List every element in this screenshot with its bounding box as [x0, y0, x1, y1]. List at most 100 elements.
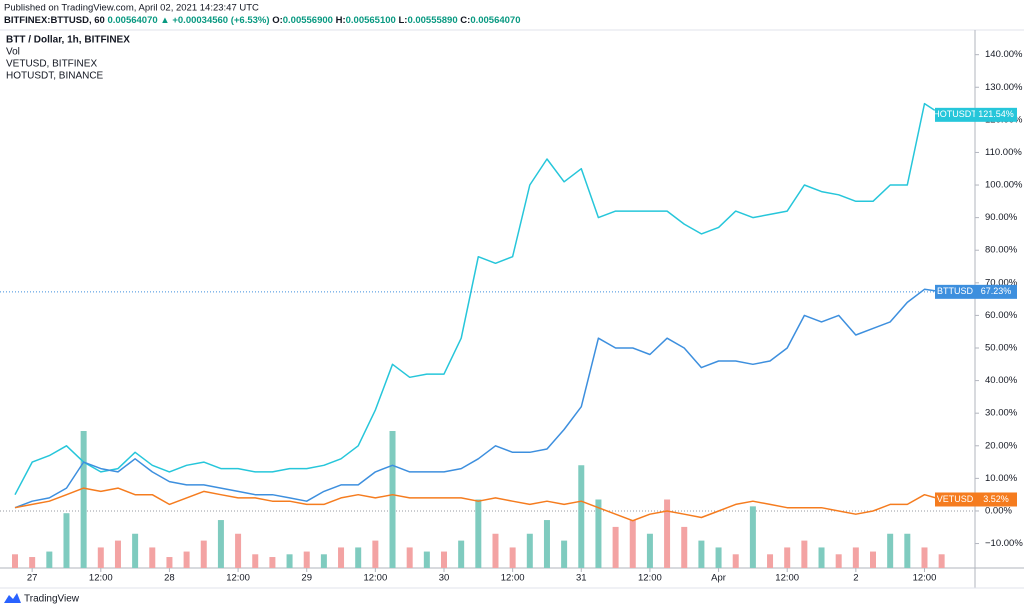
x-tick-label: 27 [27, 573, 38, 584]
volume-bar [887, 533, 894, 568]
footer-logo [4, 593, 21, 603]
y-tick-label: 140.00% [985, 49, 1023, 60]
volume-bar [269, 557, 276, 568]
ohlc-value: 0.00555890 [407, 15, 457, 26]
volume-bar [715, 547, 722, 568]
footer-brand: TradingView [24, 594, 80, 605]
symbol: BITFINEX:BTTUSD, 60 [4, 15, 105, 26]
logo-icon [4, 593, 21, 603]
legend-entry: BTT / Dollar, 1h, BITFINEX [6, 35, 130, 46]
y-tick-label: 40.00% [985, 375, 1018, 386]
value-tag [975, 284, 1017, 299]
volume-bar [46, 551, 53, 568]
value-tag [975, 492, 1017, 507]
name-tag [935, 492, 975, 507]
x-tick-label: 30 [439, 573, 450, 584]
volume-bar [252, 554, 259, 568]
x-tick-label: 28 [164, 573, 175, 584]
y-tick-label: 70.00% [985, 277, 1018, 288]
volume-bar [698, 540, 705, 568]
volume-bar [818, 547, 825, 568]
ohlc-label: O: [272, 15, 283, 26]
value-tag-label: 3.52% [983, 494, 1009, 504]
series-line [14, 288, 942, 509]
y-tick-label: 90.00% [985, 212, 1018, 223]
volume-bar [458, 540, 465, 568]
ohlc-label: L: [398, 15, 407, 26]
name-tag-label: VETUSD [937, 494, 974, 504]
volume-bar [406, 547, 413, 568]
volume-bar [509, 547, 516, 568]
volume-bar [441, 551, 447, 568]
value-tag-label: 121.54% [978, 109, 1014, 119]
volume-bar [526, 533, 533, 568]
ohlc-value: 0.00564070 [470, 15, 520, 26]
name-tag-label: HOTUSDT [933, 109, 977, 119]
volume-bar [749, 506, 756, 568]
volume-bar [303, 551, 310, 568]
volume-bar [114, 540, 121, 568]
volume-bar [578, 465, 585, 568]
value-tag [975, 107, 1017, 122]
x-tick-label: 12:00 [363, 573, 387, 584]
volume-bar [561, 540, 568, 568]
y-tick-label: 110.00% [985, 147, 1022, 158]
y-tick-label: 0.00% [985, 505, 1012, 516]
volume-bar [149, 547, 156, 568]
value-tag-label: 67.23% [981, 286, 1012, 296]
volume-bar [492, 533, 499, 568]
x-tick-label: 12:00 [638, 573, 662, 584]
name-tag-label: BTTUSD [937, 286, 974, 296]
volume-bar [595, 499, 602, 568]
name-tag [935, 284, 975, 299]
volume-bar [801, 540, 808, 568]
y-tick-label: 30.00% [985, 408, 1018, 419]
change: +0.00034560 (+6.53%) [172, 15, 269, 26]
volume-bar [320, 554, 327, 568]
volume-bar [63, 513, 70, 568]
volume-bar [235, 533, 242, 568]
x-tick-label: 12:00 [913, 573, 937, 584]
y-tick-label: 50.00% [985, 343, 1018, 354]
volume-bar [338, 547, 345, 568]
volume-bar [921, 547, 928, 568]
y-tick-label: 60.00% [985, 310, 1018, 321]
volume-bar [629, 520, 636, 568]
name-tag [935, 107, 975, 122]
x-tick-label: 12:00 [501, 573, 525, 584]
volume-bar [732, 554, 739, 568]
published-note: Published on TradingView.com, April 02, … [4, 3, 259, 14]
volume-bar [835, 554, 842, 568]
volume-bar [612, 526, 619, 568]
volume-bar [423, 551, 430, 568]
volume-bar [12, 554, 18, 568]
volume-bar [681, 526, 688, 568]
volume-bar [767, 554, 774, 568]
volume-bar [183, 551, 190, 568]
arrow: ▲ [160, 15, 169, 26]
volume-bar [475, 499, 482, 568]
legend-entry: VETUSD, BITFINEX [6, 59, 97, 70]
volume-bar [904, 533, 911, 568]
x-tick-label: 29 [301, 573, 312, 584]
volume-bar [389, 431, 396, 568]
legend-entry: Vol [6, 47, 20, 58]
y-tick-label: −10.00% [985, 538, 1023, 549]
x-tick-label: 2 [853, 573, 858, 584]
series-line [14, 487, 942, 522]
x-tick-label: 31 [576, 573, 587, 584]
volume-bar [938, 554, 945, 568]
y-tick-label: 80.00% [985, 245, 1018, 256]
volume-bar [29, 557, 36, 568]
volume-bar [646, 533, 653, 568]
x-tick-label: Apr [711, 573, 726, 584]
symbol-line: BITFINEX:BTTUSD, 60 0.00564070 ▲ +0.0003… [4, 15, 521, 26]
volume-bar [200, 540, 207, 568]
ohlc-label: C: [460, 15, 470, 26]
volume-bar [852, 547, 859, 568]
ohlc-label: H: [336, 15, 346, 26]
ohlc-value: 0.00556900 [283, 15, 333, 26]
volume-bar [286, 554, 293, 568]
